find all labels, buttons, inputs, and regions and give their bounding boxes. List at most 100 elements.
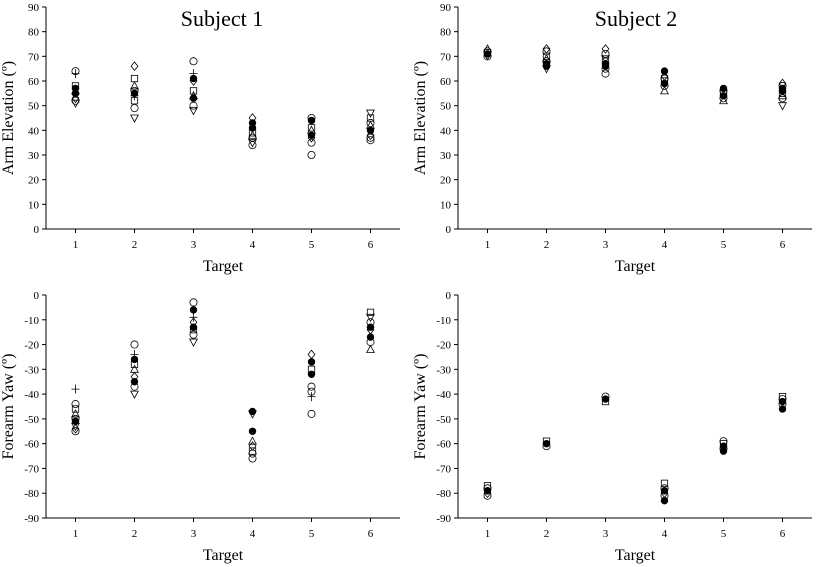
- y-tick-label: 70: [28, 51, 40, 63]
- data-point-square: [542, 52, 551, 60]
- data-point-square: [778, 89, 787, 97]
- data-point-circle: [307, 409, 316, 418]
- x-tick-label: 5: [309, 239, 315, 251]
- data-point-dot: [542, 439, 551, 448]
- data-point-tri-up: [71, 409, 80, 418]
- y-tick-label: 60: [28, 76, 40, 88]
- data-point-diamond: [366, 130, 375, 141]
- data-point-circle: [307, 382, 316, 391]
- x-tick-label: 2: [132, 528, 138, 540]
- data-point-diamond: [601, 44, 610, 54]
- data-point-circle: [189, 101, 198, 110]
- data-point-dot: [248, 427, 257, 435]
- data-point-plus: [307, 392, 316, 402]
- chart-title: Subject 2: [595, 6, 678, 31]
- y-tick-label: -40: [436, 389, 451, 401]
- data-point-square: [189, 87, 198, 95]
- x-tick-label: 1: [73, 528, 79, 540]
- data-point-tri-down: [189, 338, 198, 347]
- y-tick-label: 40: [440, 125, 452, 137]
- y-tick-label: 10: [440, 199, 452, 211]
- y-tick-label: -60: [24, 439, 39, 451]
- chart-title: Subject 1: [181, 6, 264, 31]
- data-point-dot: [660, 496, 669, 505]
- x-tick-label: 3: [603, 239, 609, 251]
- data-point-circle: [189, 298, 198, 307]
- data-point-dot: [660, 67, 669, 75]
- y-tick-label: -70: [436, 463, 451, 475]
- x-tick-label: 2: [132, 239, 138, 251]
- y-tick-label: -50: [436, 414, 451, 426]
- data-point-dot: [189, 323, 198, 331]
- y-tick-label: 0: [446, 224, 452, 236]
- y-tick-label: 60: [440, 76, 452, 88]
- data-point-tri-down: [189, 107, 198, 116]
- y-axis-label: Arm Elevation (º): [412, 61, 429, 175]
- data-point-diamond: [71, 93, 80, 104]
- data-points: [71, 57, 375, 159]
- x-axis-label: Target: [615, 547, 656, 564]
- data-point-tri-up: [248, 436, 257, 445]
- y-tick-label: 0: [34, 224, 40, 236]
- x-tick-label: 4: [250, 239, 256, 251]
- x-tick-label: 5: [721, 528, 727, 540]
- y-tick-label: 20: [440, 175, 452, 187]
- x-tick-label: 1: [485, 528, 491, 540]
- data-point-square: [248, 447, 257, 455]
- x-tick-label: 4: [662, 239, 668, 251]
- y-tick-label: 30: [28, 150, 40, 162]
- data-point-tri-down: [601, 55, 610, 64]
- data-point-dot: [307, 370, 316, 378]
- y-tick-label: 0: [446, 290, 452, 302]
- y-tick-label: -90: [24, 513, 39, 525]
- data-point-circle: [542, 442, 551, 451]
- y-axis-label: Arm Elevation (º): [0, 61, 17, 175]
- x-tick-label: 3: [603, 528, 609, 540]
- y-tick-label: 40: [28, 125, 40, 137]
- y-tick-label: -20: [436, 340, 451, 352]
- data-point-square: [71, 405, 80, 413]
- data-point-circle: [130, 340, 139, 349]
- data-point-square: [130, 97, 139, 105]
- data-point-dot: [601, 62, 610, 70]
- data-point-circle: [719, 94, 728, 103]
- x-tick-label: 6: [780, 528, 786, 540]
- data-point-tri-down: [366, 109, 375, 118]
- data-point-circle: [601, 69, 610, 78]
- data-point-square: [130, 360, 139, 368]
- data-point-dot: [366, 323, 375, 331]
- x-axis-label: Target: [203, 258, 244, 275]
- data-point-dot: [366, 126, 375, 135]
- y-tick-label: 50: [440, 101, 452, 113]
- data-point-tri-down: [542, 65, 551, 74]
- data-point-circle: [601, 49, 610, 58]
- data-point-tri-down: [248, 139, 257, 148]
- chart-panel-subject1-forearm-yaw: 0 -10 -20 -30 -40 -50 -60 -70 -80 -90 1 2 3 4 5 6 Target…: [0, 290, 400, 564]
- data-point-diamond: [483, 488, 492, 499]
- data-point-dot: [189, 306, 198, 314]
- x-tick-label: 6: [780, 239, 786, 251]
- chart-panel-subject1-arm-elevation: 0 10 20 30 40 50 60 70 80 90 1 2 3 4 5 6 Target Arm Eleva…: [0, 2, 400, 275]
- y-tick-label: -30: [436, 364, 451, 376]
- data-point-dot: [189, 74, 198, 83]
- x-tick-label: 5: [721, 239, 727, 251]
- data-point-circle: [601, 64, 610, 73]
- x-tick-label: 4: [662, 528, 668, 540]
- data-point-square: [189, 326, 198, 334]
- data-point-diamond: [130, 61, 139, 72]
- data-point-square: [660, 479, 669, 487]
- y-tick-label: -10: [436, 315, 451, 327]
- data-point-diamond: [71, 423, 80, 434]
- y-tick-label: -80: [436, 488, 451, 500]
- data-points: [483, 392, 787, 505]
- data-point-circle: [248, 133, 257, 142]
- x-tick-label: 4: [250, 528, 256, 540]
- data-points: [483, 44, 787, 111]
- data-point-circle: [307, 138, 316, 147]
- data-point-circle: [248, 454, 257, 463]
- data-point-dot: [307, 131, 316, 139]
- x-tick-label: 1: [73, 239, 79, 251]
- y-tick-label: -20: [24, 340, 39, 352]
- data-point-circle: [71, 427, 80, 436]
